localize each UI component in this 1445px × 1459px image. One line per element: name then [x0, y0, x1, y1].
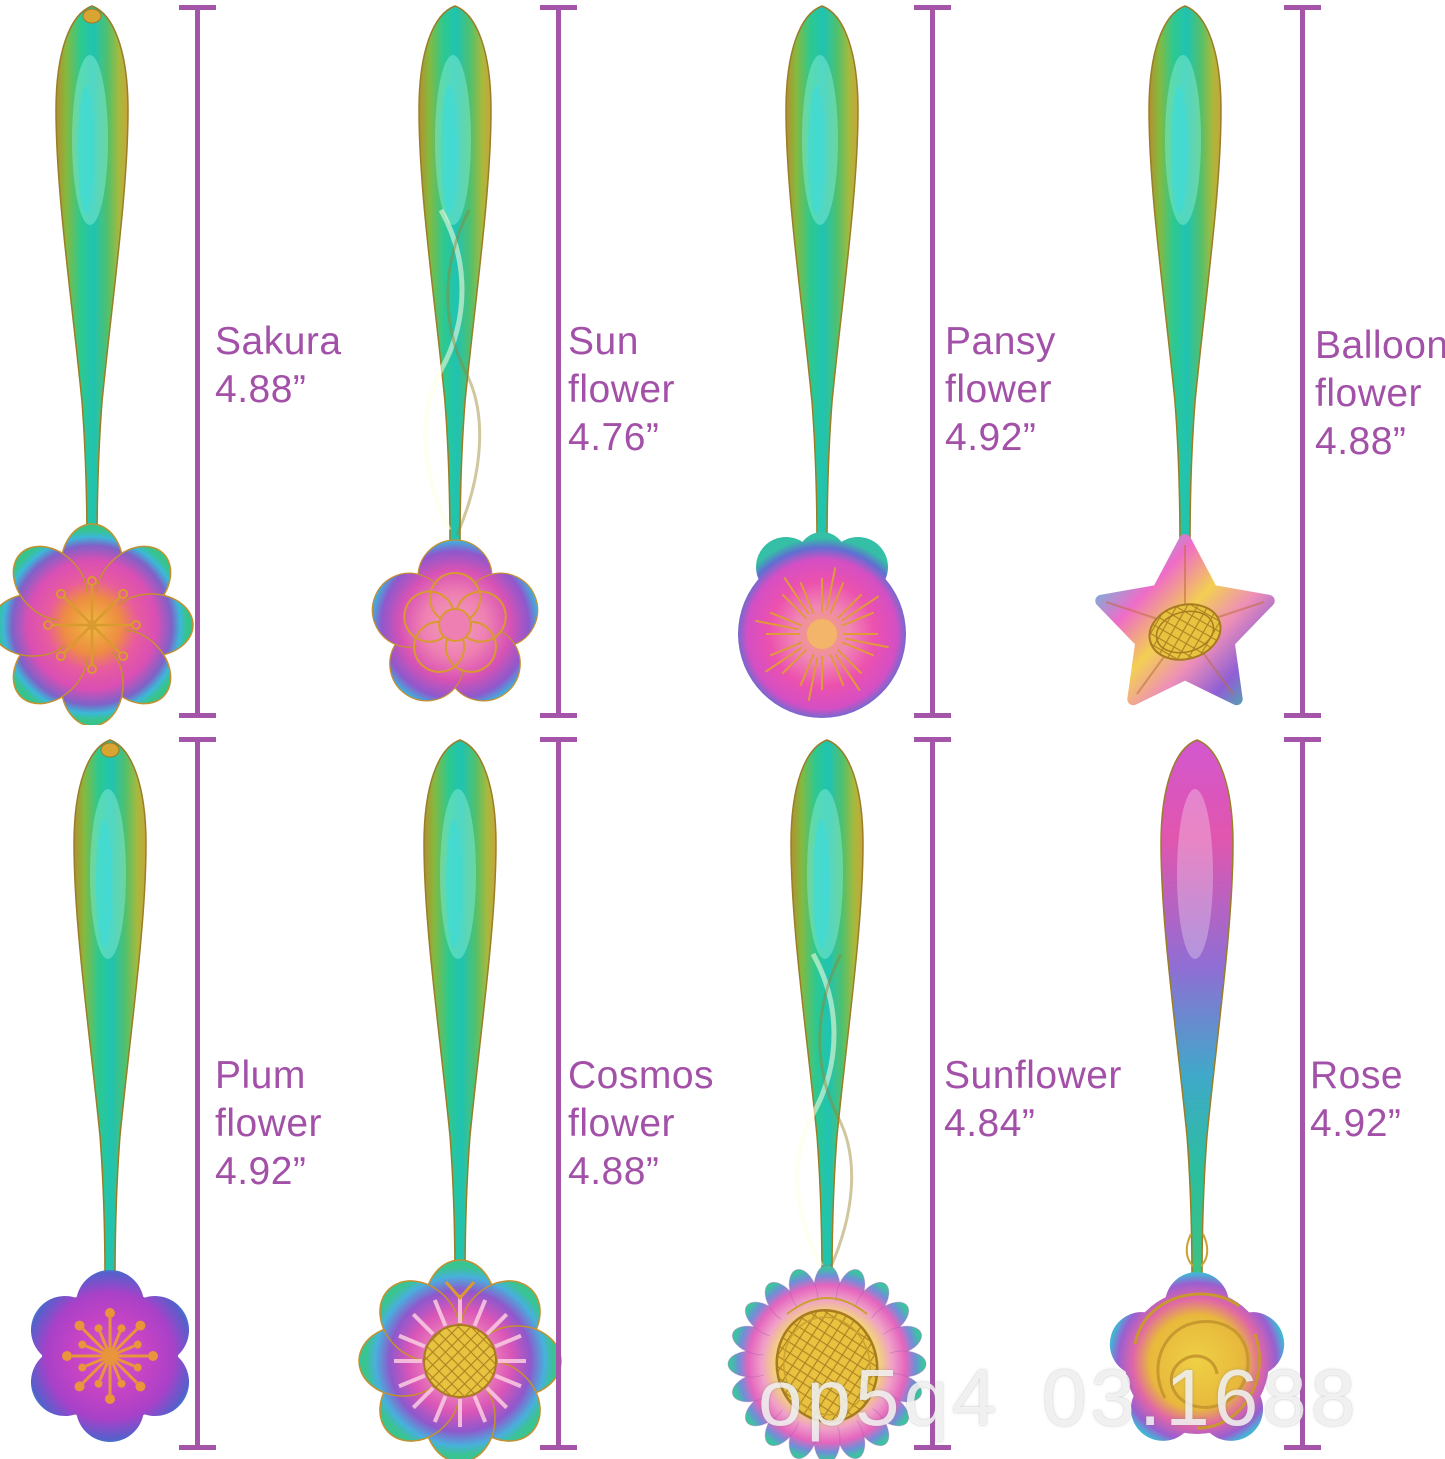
label-plum: Plum flower 4.92”: [215, 1052, 322, 1196]
spoon-handle-twisted: [790, 739, 864, 1283]
label-sunflower: Sunflower 4.84”: [944, 1052, 1122, 1148]
dimension-line-plum: [195, 740, 200, 1448]
spoon-handle-twisted: [418, 5, 492, 549]
dimension-cap: [179, 5, 216, 10]
label-name: Sakura: [215, 320, 342, 363]
spoon-handle-rose: [1160, 739, 1234, 1283]
dimension-cap: [179, 1445, 216, 1450]
dimension-cap: [914, 737, 951, 742]
rose-swirl: [1133, 1292, 1261, 1430]
dimension-cap: [540, 713, 577, 718]
spoon-plum-flower: [18, 739, 202, 1442]
label-size: 4.88”: [215, 368, 307, 411]
dimension-cap: [1284, 1445, 1321, 1450]
dimension-cap: [914, 5, 951, 10]
label-name: Sun: [568, 320, 639, 363]
dimension-cap: [179, 713, 216, 718]
label-name: Rose: [1310, 1054, 1404, 1097]
dimension-line-sun-flower: [556, 8, 561, 716]
spoon-handle: [55, 5, 129, 549]
dimension-line-balloon: [1300, 8, 1305, 716]
label-name: Plum: [215, 1054, 306, 1097]
dimension-cap: [179, 737, 216, 742]
label-size: 4.92”: [1310, 1102, 1402, 1145]
spoon-handle: [785, 5, 859, 549]
sakura-flower-bowl: [0, 523, 194, 725]
pansy-flower-bowl: [738, 532, 906, 718]
label-rose: Rose 4.92”: [1310, 1052, 1403, 1148]
label-cosmos: Cosmos flower 4.88”: [568, 1052, 714, 1196]
spoon-cosmos-flower: [358, 739, 562, 1459]
rose-neck-leaf: [1185, 1233, 1209, 1267]
handle-bud: [82, 8, 102, 24]
dimension-cap: [1284, 713, 1321, 718]
label-name: flower: [945, 368, 1053, 411]
label-name: Sunflower: [944, 1054, 1122, 1097]
spoon-handle: [73, 739, 147, 1283]
label-name: flower: [215, 1102, 323, 1145]
dimension-cap: [1284, 5, 1321, 10]
label-name: Cosmos: [568, 1054, 715, 1097]
sunflower-bowl: [727, 1264, 927, 1459]
dimension-cap: [914, 1445, 951, 1450]
label-name: flower: [568, 368, 676, 411]
sun-flower-bowl: [362, 539, 548, 717]
spoon-handle: [423, 739, 497, 1283]
label-size: 4.92”: [945, 416, 1037, 459]
label-name: flower: [1315, 372, 1423, 415]
spoon-sakura: [0, 5, 194, 725]
label-size: 4.88”: [568, 1150, 660, 1193]
spoon-sunflower: [727, 739, 927, 1459]
dimension-cap: [914, 713, 951, 718]
dimension-line-sunflower: [930, 740, 935, 1448]
label-pansy: Pansy flower 4.92”: [945, 318, 1056, 462]
dimension-line-sakura: [195, 8, 200, 716]
dimension-line-pansy: [930, 8, 935, 716]
spoon-pansy: [738, 5, 906, 718]
label-size: 4.88”: [1315, 420, 1407, 463]
plum-flower-bowl: [18, 1270, 202, 1442]
label-name: Balloon: [1315, 324, 1445, 367]
label-name: flower: [568, 1102, 676, 1145]
dimension-cap: [540, 5, 577, 10]
cosmos-top-notch: [444, 1281, 476, 1301]
label-sun-flower: Sun flower 4.76”: [568, 318, 675, 462]
cosmos-flower-bowl: [358, 1259, 562, 1459]
label-size: 4.76”: [568, 416, 660, 459]
label-size: 4.92”: [215, 1150, 307, 1193]
dimension-cap: [540, 737, 577, 742]
label-name: Pansy: [945, 320, 1056, 363]
dimension-line-rose: [1300, 740, 1305, 1448]
spoon-rose: [1101, 739, 1293, 1454]
spoon-balloon-flower: [1095, 5, 1275, 706]
dimension-cap: [1284, 737, 1321, 742]
handle-bud: [100, 742, 120, 758]
spoon-handle: [1148, 5, 1222, 549]
spoon-sun-flower: [362, 5, 548, 717]
label-sakura: Sakura 4.88”: [215, 318, 342, 414]
dimension-line-cosmos: [556, 740, 561, 1448]
dimension-cap: [540, 1445, 577, 1450]
label-size: 4.84”: [944, 1102, 1036, 1145]
rose-bowl: [1101, 1272, 1293, 1454]
label-balloon: Balloon flower 4.88”: [1315, 322, 1445, 466]
balloon-flower-bowl: [1095, 534, 1275, 706]
